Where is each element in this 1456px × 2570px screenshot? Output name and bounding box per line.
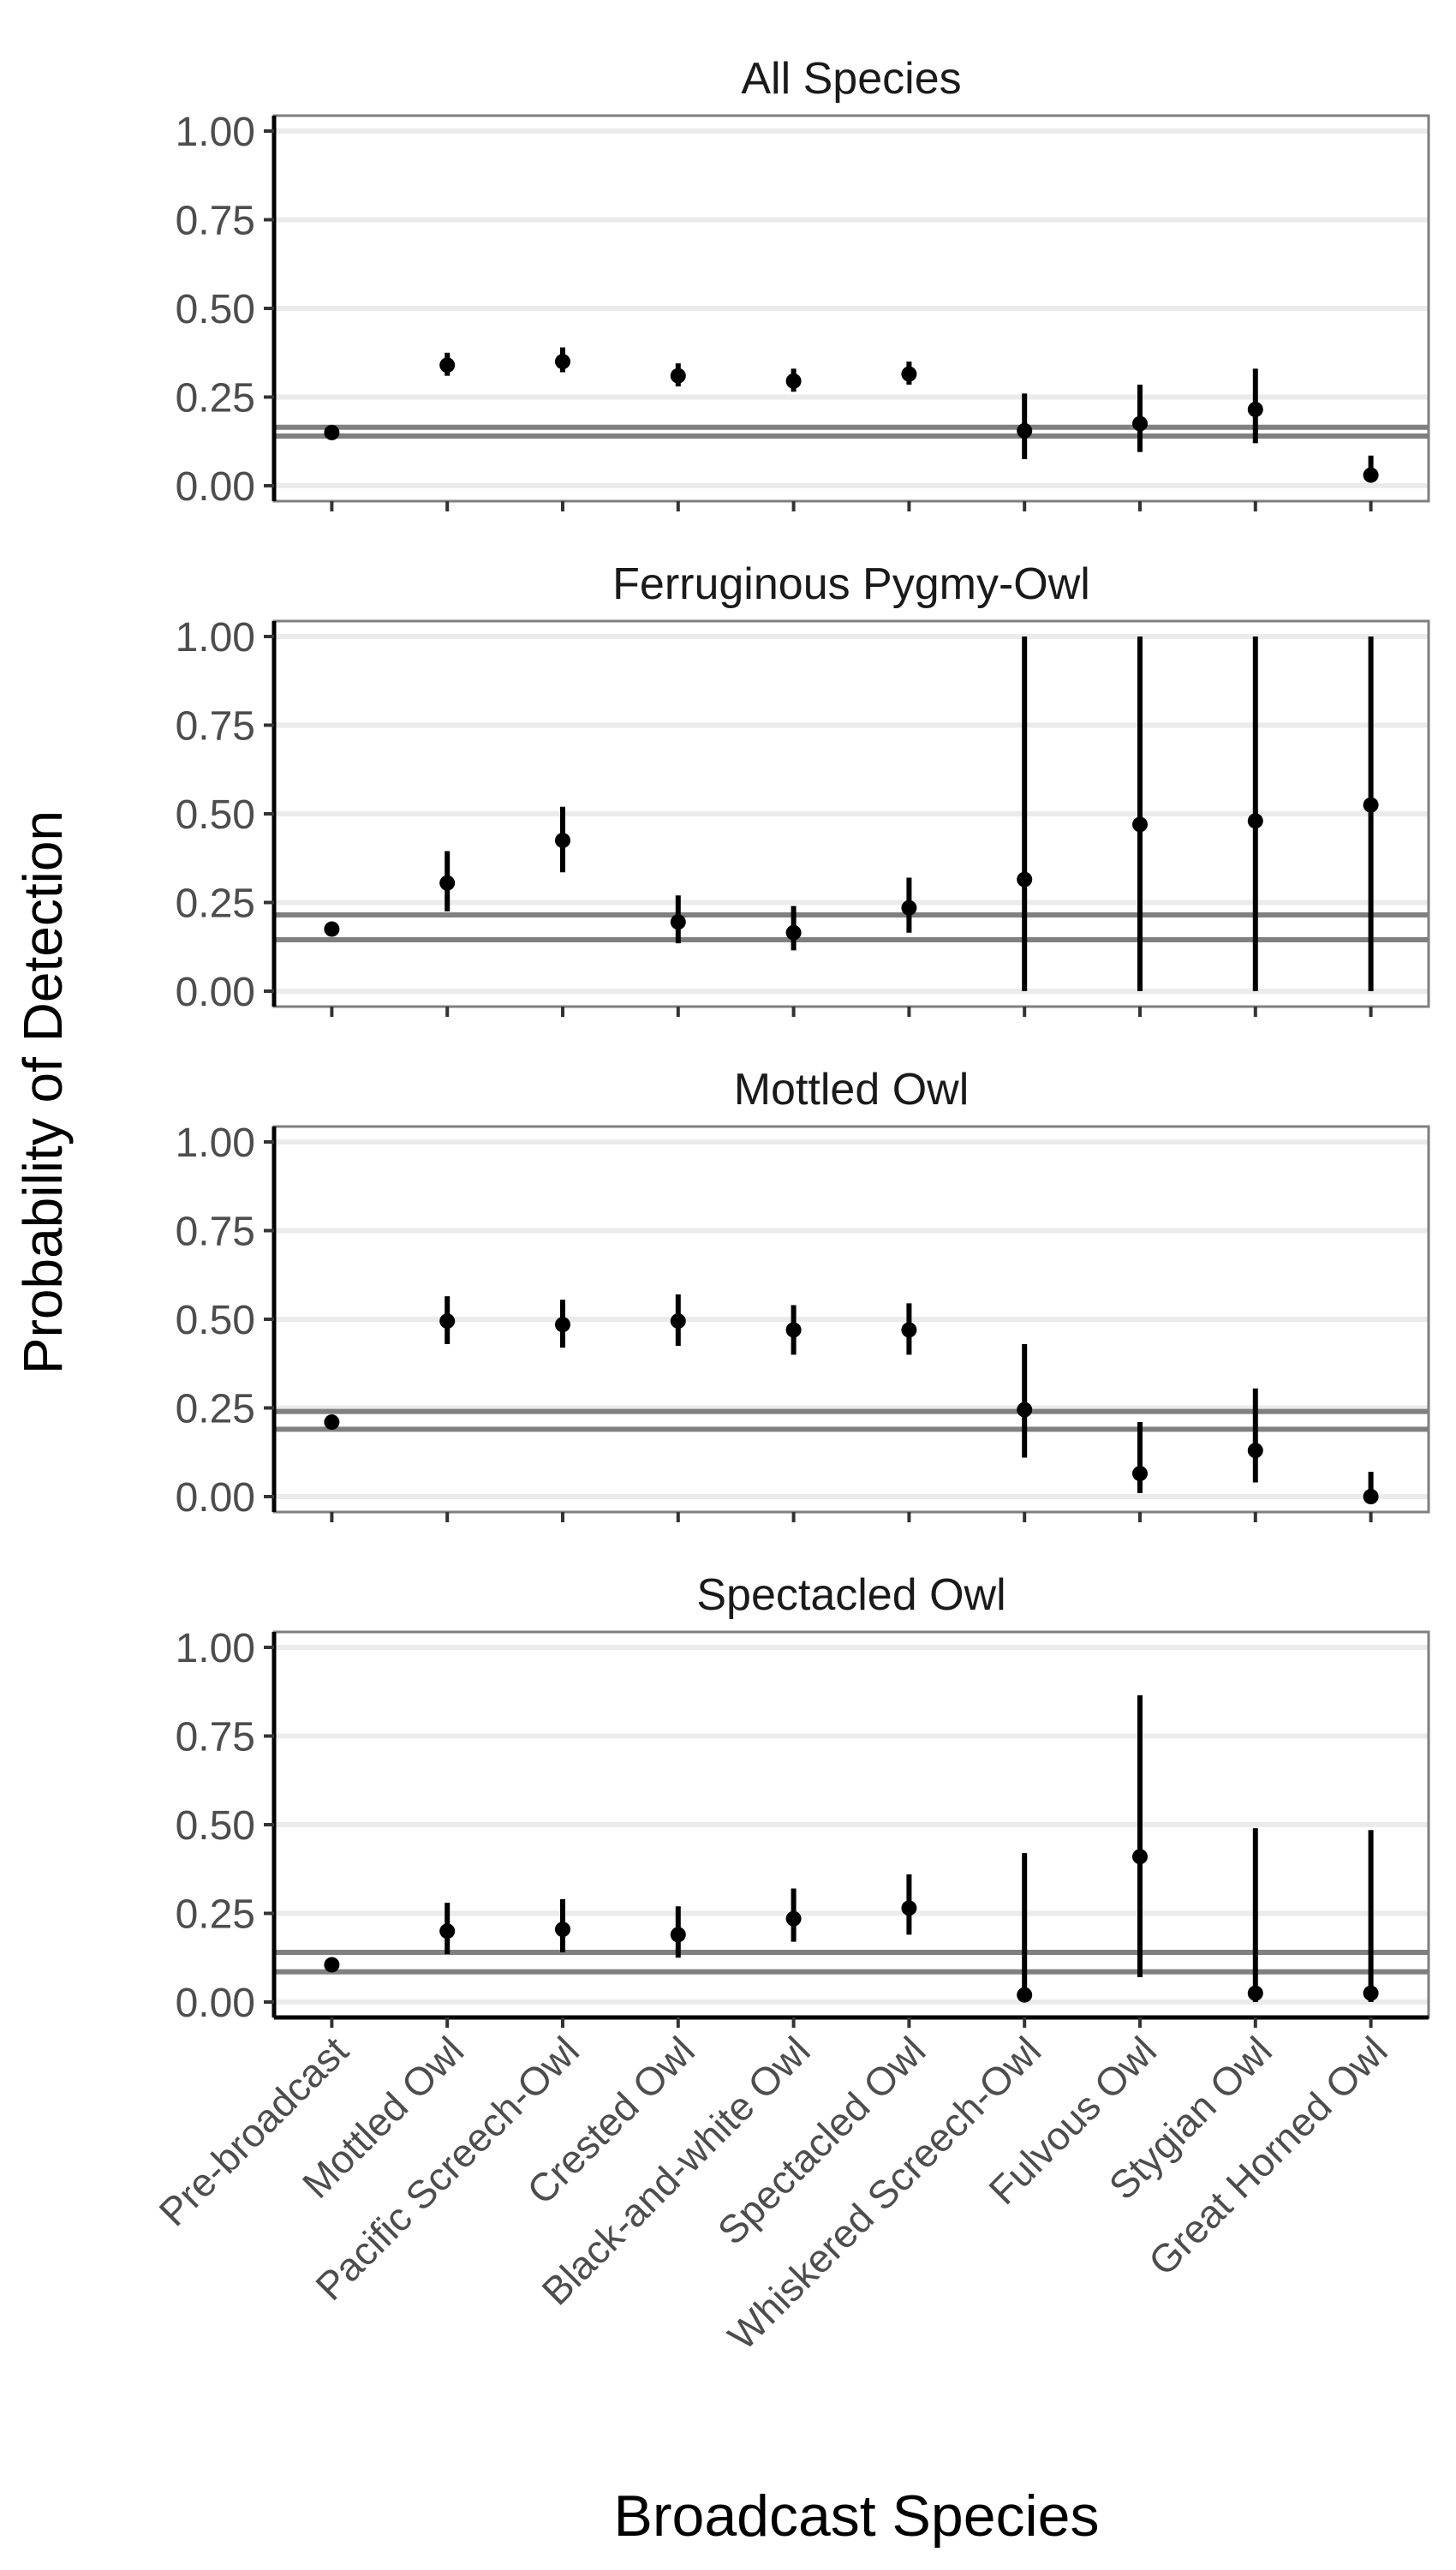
point-estimate bbox=[1363, 467, 1379, 483]
y-tick-label: 0.00 bbox=[176, 970, 255, 1015]
y-tick-label: 0.50 bbox=[176, 287, 255, 332]
point-estimate bbox=[1247, 1985, 1263, 2001]
point-estimate bbox=[1017, 871, 1033, 888]
point-estimate bbox=[785, 1910, 802, 1927]
point-estimate bbox=[785, 373, 802, 389]
point-estimate bbox=[1247, 1443, 1263, 1459]
point-estimate bbox=[670, 1313, 686, 1330]
point-estimate bbox=[1017, 422, 1033, 439]
panel-title: Ferruginous Pygmy-Owl bbox=[612, 559, 1090, 609]
y-tick-label: 0.50 bbox=[176, 792, 255, 838]
panel-4: Spectacled Owl 0.00 0.25 0.50 0.75 1.00 bbox=[176, 1570, 1430, 2028]
point-estimate bbox=[785, 1322, 802, 1338]
point-estimate bbox=[901, 900, 917, 916]
point-estimate bbox=[324, 424, 340, 440]
y-tick-label: 0.50 bbox=[176, 1298, 255, 1343]
point-estimate bbox=[901, 1900, 917, 1916]
y-tick-label: 1.00 bbox=[176, 615, 255, 660]
point-estimate bbox=[1247, 401, 1263, 417]
point-estimate bbox=[901, 366, 917, 382]
point-estimate bbox=[670, 368, 686, 384]
point-estimate bbox=[555, 833, 570, 849]
point-estimate bbox=[1132, 1466, 1148, 1482]
y-tick-label: 1.00 bbox=[176, 1121, 255, 1166]
y-tick-label: 0.25 bbox=[176, 882, 255, 927]
point-estimate bbox=[1363, 1985, 1379, 2001]
point-estimate bbox=[1363, 797, 1379, 813]
x-axis-title: Broadcast Species bbox=[614, 2483, 1100, 2549]
y-tick-label: 0.75 bbox=[176, 704, 255, 750]
panel-1: All Species 0.00 0.25 0.50 0.75 1.00 bbox=[176, 54, 1430, 511]
y-tick-label: 1.00 bbox=[176, 110, 255, 155]
y-tick-label: 0.25 bbox=[176, 1892, 255, 1938]
panel-3: Mottled Owl 0.00 0.25 0.50 0.75 1.00 bbox=[176, 1065, 1430, 1522]
y-tick-label: 0.00 bbox=[176, 464, 255, 510]
y-tick-label: 0.50 bbox=[176, 1803, 255, 1849]
point-estimate bbox=[670, 1927, 686, 1943]
x-tick-label: Spectacled Owl bbox=[709, 2028, 934, 2253]
point-estimate bbox=[901, 1322, 917, 1338]
point-estimate bbox=[1017, 1987, 1033, 2003]
panel-title: All Species bbox=[741, 54, 961, 104]
panel-title: Mottled Owl bbox=[734, 1065, 970, 1115]
point-estimate bbox=[439, 1313, 456, 1330]
point-estimate bbox=[555, 1922, 570, 1938]
y-tick-label: 0.75 bbox=[176, 199, 255, 244]
point-estimate bbox=[1363, 1489, 1379, 1504]
point-estimate bbox=[324, 1414, 340, 1431]
point-estimate bbox=[785, 924, 802, 941]
point-estimate bbox=[439, 875, 456, 891]
y-axis-title: Probability of Detection bbox=[12, 810, 74, 1374]
point-estimate bbox=[1247, 813, 1263, 829]
panels-layer: All Species0.000.250.500.751.00Ferrugino… bbox=[176, 54, 1430, 2028]
point-estimate bbox=[670, 914, 686, 930]
point-estimate bbox=[439, 1923, 456, 1939]
point-estimate bbox=[555, 1317, 570, 1333]
point-estimate bbox=[1132, 415, 1148, 432]
point-estimate bbox=[555, 354, 570, 370]
panel-title: Spectacled Owl bbox=[696, 1570, 1005, 1620]
point-estimate bbox=[324, 1957, 340, 1973]
point-estimate bbox=[439, 357, 456, 374]
point-estimate bbox=[1132, 1849, 1148, 1865]
point-estimate bbox=[1017, 1402, 1033, 1418]
point-estimate bbox=[324, 921, 340, 937]
y-tick-label: 0.75 bbox=[176, 1715, 255, 1760]
y-tick-label: 0.25 bbox=[176, 1387, 255, 1432]
y-tick-label: 0.00 bbox=[176, 1475, 255, 1521]
y-tick-label: 0.75 bbox=[176, 1210, 255, 1255]
y-tick-label: 0.00 bbox=[176, 1981, 255, 2026]
panel-2: Ferruginous Pygmy-Owl 0.00 0.25 0.50 0.75 1.0… bbox=[176, 559, 1430, 1017]
point-estimate bbox=[1132, 816, 1148, 833]
y-tick-label: 1.00 bbox=[176, 1626, 255, 1671]
y-tick-label: 0.25 bbox=[176, 376, 255, 421]
